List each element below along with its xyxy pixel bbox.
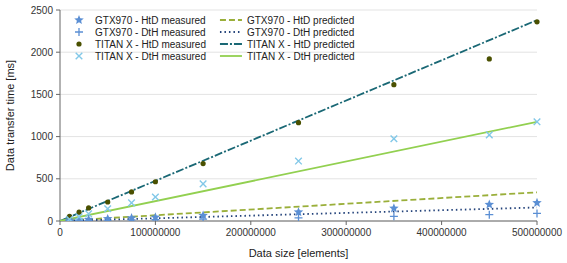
point-marker [296,120,301,125]
chart: 0 500 1000 1500 2000 2500 0 100000000 200000000 3… [0,0,567,263]
legend-swatch [220,19,242,21]
lines [60,20,537,221]
point-marker [152,194,159,201]
point-marker [105,199,110,204]
y-tick [56,52,60,53]
point-marker [532,198,542,207]
legend-label: TITAN X - HtD predicted [247,39,355,50]
y-tick [56,221,60,222]
legend-label: TITAN X - DtH predicted [247,51,355,62]
grid-line [60,94,537,95]
plot-data [60,19,542,221]
y-tick [56,94,60,95]
y-tick-label: 500 [36,173,53,184]
point-marker [128,200,135,207]
point-marker [85,211,92,218]
legend-label: GTX970 - HtD predicted [247,15,354,26]
markers [65,19,542,221]
x-tick-label: 500000000 [512,227,562,238]
x-axis-label: Data size [elements] [249,247,349,259]
legend-swatch [76,41,81,46]
point-marker [485,200,495,209]
legend-swatch [220,43,242,45]
point-marker [84,214,94,221]
y-tick-label: 1000 [31,131,54,142]
point-marker [391,135,398,142]
y-axis-label: Data transfer time [ms] [4,60,16,171]
point-marker [76,213,83,220]
point-marker [151,216,159,221]
point-marker [104,216,112,221]
y-tick-label: 2000 [31,47,54,58]
grid-line [60,178,537,179]
point-marker [390,212,398,220]
point-marker [200,181,207,188]
grid-line [60,10,537,11]
legend-label: GTX970 - HtD measured [95,15,206,26]
point-marker [76,210,81,215]
point-marker [66,216,73,221]
point-marker [534,19,539,24]
legend-swatch [220,31,242,33]
legend-label: GTX970 - DtH predicted [247,27,354,38]
point-marker [487,56,492,61]
x-tick-label: 400000000 [417,227,467,238]
y-tick-label: 1500 [31,89,54,100]
series-line [60,122,537,221]
point-marker [534,119,541,126]
y-tick-label: 2500 [31,5,54,16]
point-marker [104,205,111,212]
x-tick-label: 200000000 [226,227,276,238]
point-marker [128,216,136,221]
x-tick [155,221,156,225]
point-marker [485,211,493,219]
y-tick [56,136,60,137]
point-marker [129,189,134,194]
point-marker [153,179,158,184]
legend-swatch [75,28,83,36]
legend-swatch [76,53,83,60]
x-tick-label: 100000000 [130,227,180,238]
series-line [60,20,537,221]
y-tick [56,10,60,11]
x-tick [441,221,442,225]
x-tick [60,221,61,225]
x-tick [537,221,538,225]
point-marker [391,82,396,87]
x-tick [346,221,347,225]
y-axis-line [60,10,61,221]
point-marker [86,205,91,210]
legend-label: TITAN X - DtH measured [95,51,206,62]
point-marker [295,158,302,165]
grid [60,10,537,221]
axes: 0 500 1000 1500 2000 2500 0 100000000 200000000 3… [31,5,563,239]
point-marker [389,203,399,212]
legend-swatch [220,55,242,57]
legend-label: GTX970 - DtH measured [95,27,206,38]
y-tick-label: 0 [47,216,53,227]
point-marker [486,132,493,139]
point-marker [199,215,207,221]
point-marker [295,214,303,221]
x-tick-label: 0 [57,227,63,238]
x-tick-label: 300000000 [321,227,371,238]
point-marker [533,209,541,217]
y-tick [56,178,60,179]
legend: GTX970 - HtD measuredGTX970 - DtH measur… [74,15,354,62]
x-tick [250,221,251,225]
legend-swatch [74,15,84,24]
legend-label: TITAN X - HtD measured [95,39,206,50]
point-marker [201,161,206,166]
